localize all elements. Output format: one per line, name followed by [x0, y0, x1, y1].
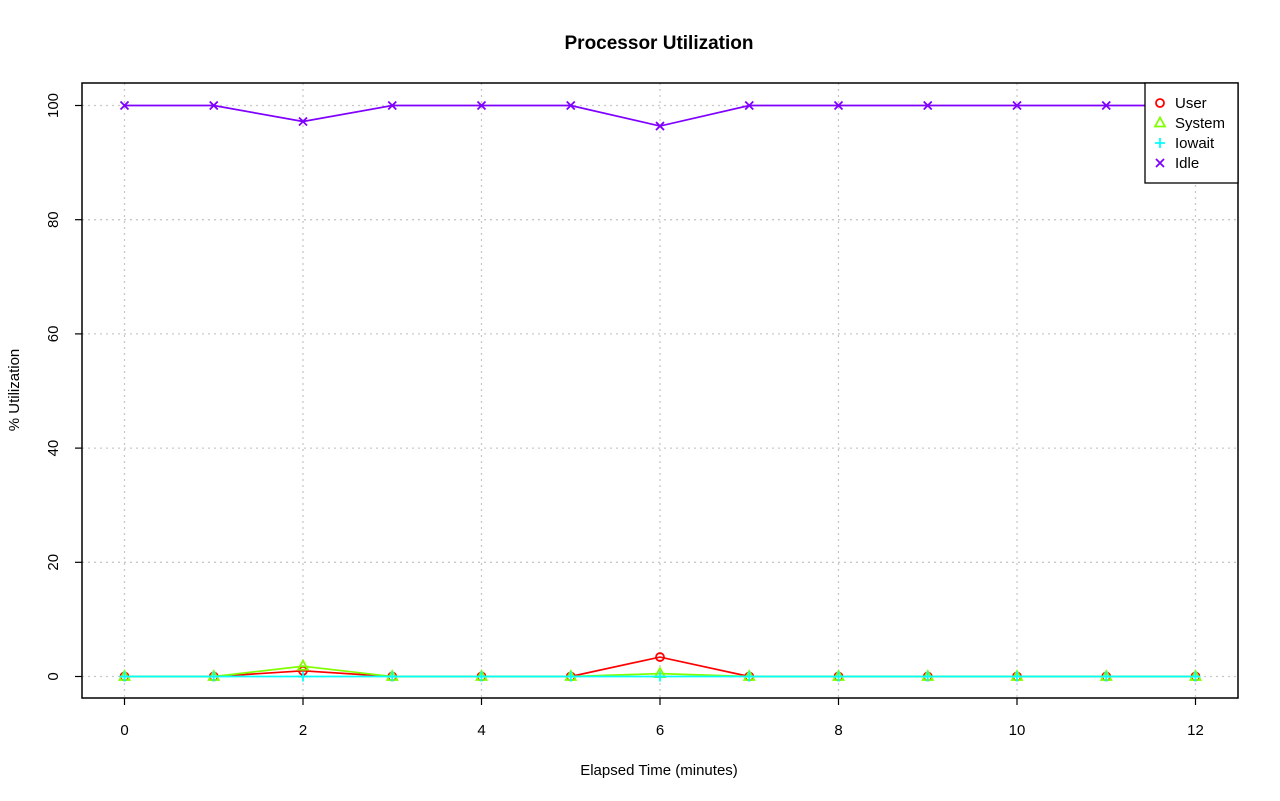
series-idle-point	[209, 100, 219, 111]
x-axis-label: Elapsed Time (minutes)	[580, 762, 738, 779]
y-tick-label: 60	[45, 326, 62, 343]
series-idle-point	[298, 116, 308, 127]
series-iowait-point	[655, 671, 665, 682]
legend-item-user: User	[1155, 95, 1207, 112]
axes: 0 2 4 6 8 10 12 0 20 40 60 80 100	[45, 93, 1204, 739]
series-idle-point	[655, 121, 665, 131]
series-idle-point	[1012, 100, 1022, 111]
legend-iowait-label: Iowait	[1175, 135, 1215, 152]
legend-idle-marker	[1155, 158, 1165, 168]
legend-iowait-marker	[1155, 138, 1165, 148]
y-tick-label: 20	[45, 554, 62, 571]
legend-item-system: System	[1153, 115, 1225, 132]
chart-title: Processor Utilization	[565, 33, 754, 54]
series-iowait-point	[387, 671, 398, 682]
series-user-point	[655, 652, 665, 662]
series-layer	[117, 100, 1203, 682]
series-idle-point	[833, 100, 844, 111]
series-idle-point	[566, 100, 576, 111]
series-idle-point	[744, 100, 754, 111]
legend-idle-label: Idle	[1175, 155, 1199, 172]
series-idle-point	[387, 100, 397, 111]
series-iowait-point	[744, 671, 755, 682]
series-idle-point	[1101, 100, 1111, 111]
x-tick-label: 12	[1187, 722, 1204, 739]
legend-system-marker	[1153, 115, 1167, 128]
grid	[82, 83, 1238, 698]
series-iowait-point	[1101, 671, 1112, 682]
x-tick-label: 6	[656, 722, 664, 739]
x-tick-label: 2	[299, 722, 307, 739]
legend-user-label: User	[1175, 95, 1207, 112]
x-tick-label: 4	[477, 722, 485, 739]
legend-item-iowait: Iowait	[1155, 135, 1215, 152]
legend-system-label: System	[1175, 115, 1225, 132]
legend: User System Iowait Idle	[1144, 82, 1239, 184]
series-iowait-point	[565, 671, 576, 682]
x-tick-label: 10	[1009, 722, 1026, 739]
x-tick-label: 8	[834, 722, 842, 739]
series-iowait-point	[1190, 671, 1201, 682]
series-iowait-point	[833, 671, 844, 682]
y-axis-label: % Utilization	[6, 349, 23, 432]
series-iowait-point	[298, 671, 308, 682]
series-system-point	[296, 658, 310, 671]
y-tick-label: 40	[45, 440, 62, 457]
series-idle-point	[923, 100, 933, 111]
series-iowait-point	[119, 671, 130, 682]
y-tick-label: 80	[45, 211, 62, 228]
series-idle-point	[119, 100, 130, 111]
x-tick-label: 0	[120, 722, 128, 739]
series-iowait-point	[208, 671, 219, 682]
series-iowait-point	[476, 671, 487, 682]
series-iowait	[119, 671, 1201, 682]
series-iowait-point	[922, 671, 933, 682]
y-tick-label: 0	[45, 672, 62, 680]
y-tick-label: 100	[45, 93, 62, 118]
legend-item-idle: Idle	[1155, 155, 1199, 172]
series-idle-point	[476, 100, 487, 111]
legend-user-marker	[1155, 98, 1165, 108]
series-iowait-point	[1012, 671, 1022, 682]
